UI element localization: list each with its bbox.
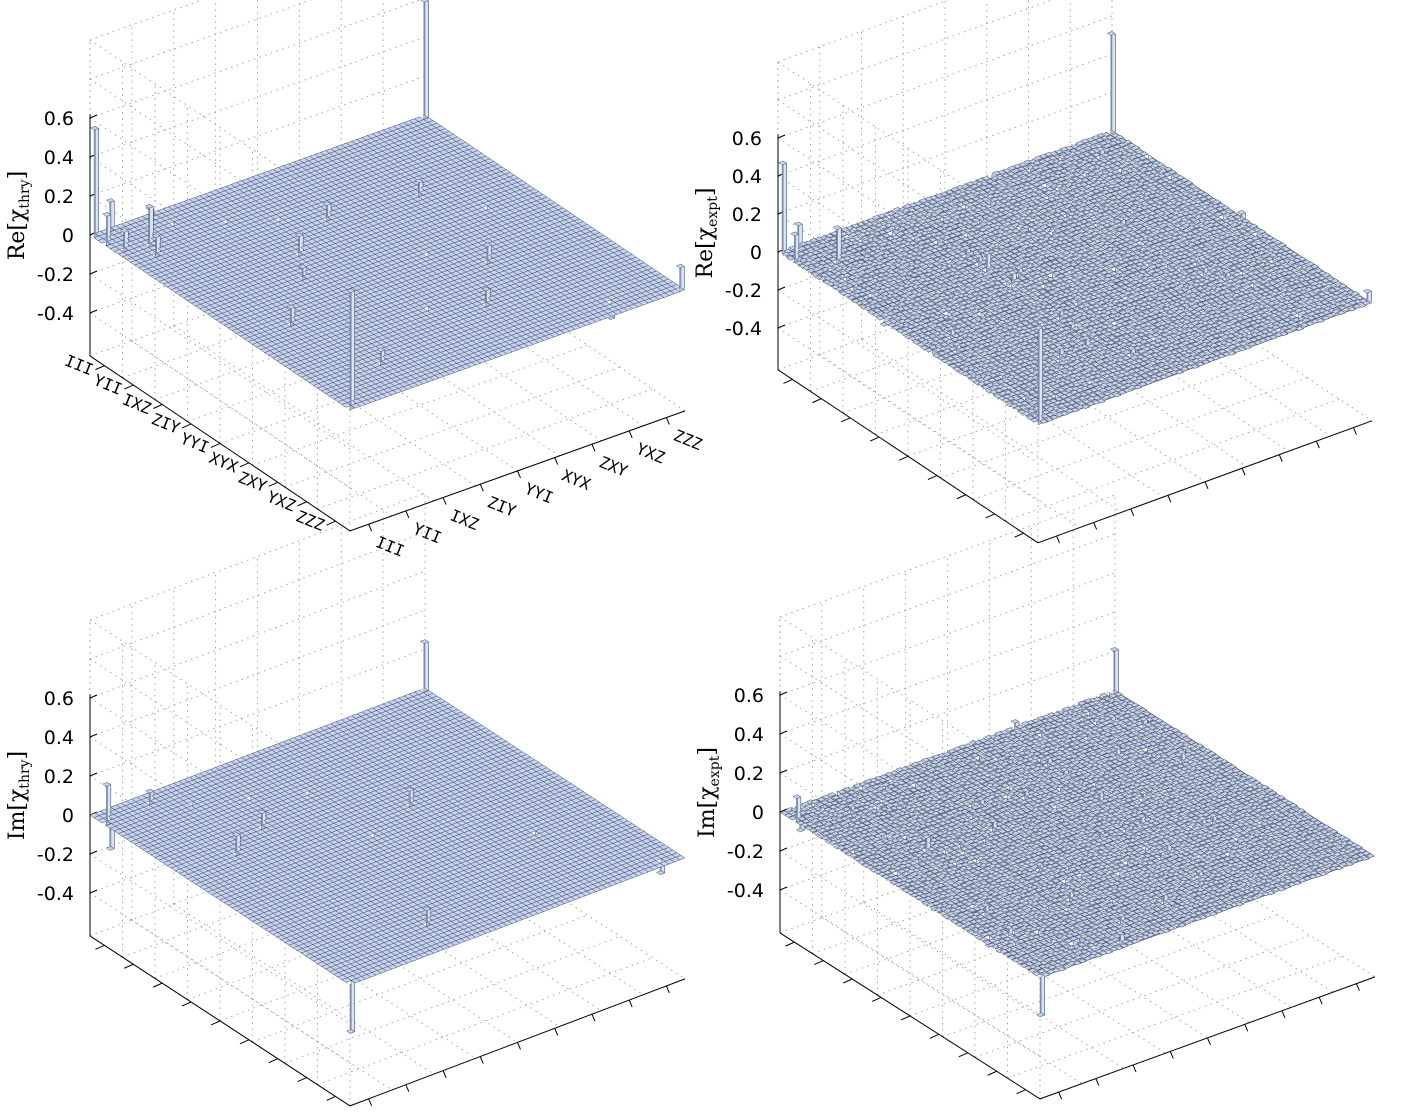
z-tick-label: -0.2 [37, 844, 74, 866]
row-category-label: IXZ [120, 390, 154, 419]
col-category-label: III [373, 532, 407, 560]
z-tick-label: -0.4 [727, 880, 764, 902]
z-tick-mark [90, 271, 97, 274]
z-tick-label: 0 [752, 802, 764, 824]
z-tick-label: 0.4 [44, 727, 74, 749]
col-category-label: YYI [522, 479, 556, 507]
z-axis-label: Im[χexpt] [695, 747, 723, 838]
z-tick-mark [90, 734, 97, 737]
z-tick-mark [778, 287, 785, 290]
z-tick-mark [90, 310, 97, 313]
z-tick-label: -0.2 [725, 280, 762, 302]
z-tick-mark [780, 848, 787, 851]
z-tick-label: 0.6 [44, 108, 74, 130]
z-tick-label: 0 [62, 225, 74, 247]
row-category-label: YXZ [264, 487, 298, 516]
z-tick-mark [780, 692, 787, 695]
panel-re-thry: IIIIIIYIIYIIIXZIXZZIYZIYYYIYYIXYXXYXZXYZ… [5, 0, 705, 561]
bar-surface [90, 640, 685, 1034]
col-category-label: ZZZ [671, 426, 705, 455]
z-tick-mark [780, 887, 787, 890]
z-tick-label: -0.2 [37, 264, 74, 286]
bar-surface [91, 0, 685, 410]
col-category-label: ZXY [596, 452, 630, 481]
row-category-label: ZXY [235, 468, 269, 497]
z-tick-label: 0.2 [44, 186, 74, 208]
z-tick-label: -0.4 [725, 318, 762, 340]
col-category-label: XYX [559, 466, 593, 495]
z-tick-label: 0.4 [734, 724, 764, 746]
z-tick-mark [90, 773, 97, 776]
bar-surface [779, 32, 1372, 425]
z-tick-label: 0.2 [732, 204, 762, 226]
z-tick-label: 0 [750, 242, 762, 264]
panel-im-expt: 0.6 0.4 0.2 0 -0.2 -0.4 Im[χexpt] [695, 495, 1375, 1099]
z-tick-mark [90, 695, 97, 698]
z-tick-label: -0.4 [37, 883, 74, 905]
bar-surface [781, 647, 1375, 1016]
z-axis-label: Re[χexpt] [693, 188, 721, 279]
z-tick-mark [90, 851, 97, 854]
row-category-label: YII [91, 370, 125, 398]
z-tick-label: 0.6 [734, 685, 764, 707]
z-tick-label: 0.4 [732, 166, 762, 188]
panel-im-thry: 0.6 0.4 0.2 0 -0.2 -0.4 Im[χthry] [5, 493, 685, 1106]
col-category-label: YII [410, 519, 444, 547]
z-tick-mark [778, 135, 785, 138]
z-axis-label: Im[χthry] [5, 751, 33, 840]
row-category-label: ZZZ [293, 506, 327, 535]
col-category-label: YXZ [634, 439, 668, 468]
panel-re-expt: 0.6 0.4 0.2 0 -0.2 -0.4 Re[χexpt] [693, 0, 1372, 543]
col-category-label: IXZ [448, 506, 482, 535]
z-axis-label: Re[χthry] [5, 171, 33, 260]
z-tick-label: -0.2 [727, 841, 764, 863]
z-tick-label: 0.2 [734, 763, 764, 785]
z-tick-label: -0.4 [37, 303, 74, 325]
z-tick-label: 0.2 [44, 766, 74, 788]
row-category-label: XYX [207, 448, 241, 477]
row-category-label: ZIY [149, 409, 183, 438]
z-tick-label: 0.6 [44, 688, 74, 710]
z-tick-label: 0.6 [732, 128, 762, 150]
z-tick-mark [780, 731, 787, 734]
z-tick-mark [778, 325, 785, 328]
z-tick-mark [90, 115, 97, 118]
col-category-label: ZIY [485, 492, 519, 521]
z-tick-label: 0 [62, 805, 74, 827]
row-category-label: YYI [178, 429, 212, 457]
z-tick-label: 0.4 [44, 147, 74, 169]
z-tick-mark [780, 770, 787, 773]
z-tick-mark [90, 890, 97, 893]
